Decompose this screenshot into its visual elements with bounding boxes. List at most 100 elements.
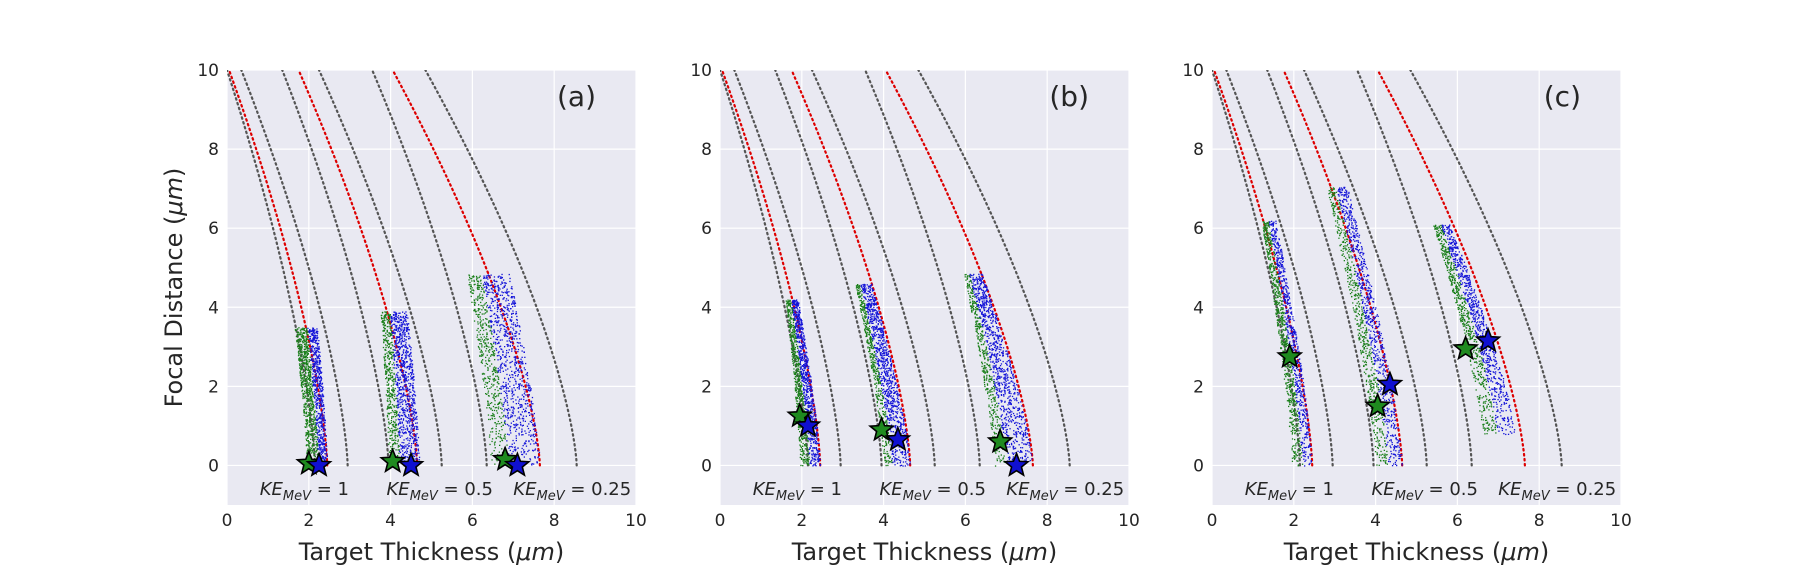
scatter-point	[399, 411, 401, 414]
scatter-point	[515, 381, 517, 383]
scatter-point	[791, 335, 794, 337]
scatter-point	[494, 389, 496, 391]
scatter-point	[386, 376, 388, 378]
scatter-point	[490, 297, 492, 300]
scatter-point	[792, 342, 795, 344]
scatter-point	[317, 369, 319, 372]
scatter-point	[501, 291, 503, 293]
scatter-point	[307, 448, 309, 450]
scatter-point	[525, 443, 527, 445]
scatter-point	[388, 369, 391, 371]
scatter-point	[817, 457, 819, 459]
scatter-point	[519, 418, 521, 420]
scatter-point	[300, 368, 302, 370]
scatter-point	[511, 341, 514, 344]
scatter-point	[476, 287, 478, 289]
scatter-point	[495, 430, 497, 433]
scatter-point	[412, 400, 414, 402]
scatter-point	[478, 331, 480, 333]
scatter-point	[479, 322, 481, 324]
scatter-point	[482, 284, 484, 286]
scatter-point	[490, 408, 492, 410]
scatter-point	[515, 332, 517, 334]
scatter-point	[495, 347, 497, 350]
scatter-point	[801, 393, 803, 395]
scatter-point	[299, 350, 302, 352]
scatter-point	[494, 447, 496, 449]
scatter-point	[309, 375, 312, 377]
scatter-point	[297, 345, 300, 347]
scatter-point	[497, 402, 500, 404]
scatter-point	[301, 386, 304, 389]
scatter-point	[315, 396, 317, 398]
scatter-point	[321, 458, 323, 460]
scatter-point	[494, 441, 496, 443]
scatter-point	[387, 426, 389, 429]
scatter-point	[386, 329, 388, 331]
scatter-point	[789, 310, 791, 312]
scatter-point	[308, 441, 310, 443]
scatter-point	[471, 276, 473, 278]
scatter-point	[309, 442, 312, 444]
scatter-point	[320, 417, 323, 419]
scatter-point	[298, 347, 301, 349]
scatter-point	[804, 398, 806, 400]
scatter-point	[788, 316, 790, 318]
scatter-point	[310, 388, 313, 390]
scatter-point	[817, 453, 819, 455]
scatter-point	[385, 378, 387, 380]
scatter-point	[306, 433, 308, 435]
scatter-point	[504, 385, 506, 388]
scatter-point	[397, 414, 400, 416]
scatter-point	[477, 296, 479, 298]
scatter-point	[391, 341, 393, 343]
scatter-point	[497, 293, 499, 295]
scatter-point	[515, 361, 517, 363]
scatter-point	[391, 315, 393, 318]
scatter-point	[492, 352, 495, 354]
scatter-point	[396, 345, 398, 347]
scatter-point	[305, 419, 307, 421]
scatter-point	[400, 315, 402, 318]
scatter-point	[386, 395, 388, 397]
scatter-point	[394, 367, 396, 369]
scatter-point	[298, 339, 300, 341]
scatter-point	[409, 366, 411, 368]
scatter-point	[501, 308, 503, 310]
scatter-point	[402, 334, 404, 336]
y-axis-label: Focal Distance (μm)	[160, 168, 188, 408]
scatter-point	[491, 350, 494, 353]
scatter-point	[798, 394, 800, 397]
scatter-point	[406, 324, 408, 326]
scatter-point	[495, 368, 497, 370]
scatter-point	[398, 450, 401, 452]
scatter-point	[511, 297, 513, 299]
scatter-point	[518, 363, 520, 365]
scatter-point	[810, 460, 812, 462]
scatter-point	[480, 301, 482, 304]
ke-annotation: KEMeV = 1	[260, 479, 349, 504]
scatter-point	[813, 436, 815, 438]
scatter-point	[523, 451, 525, 453]
scatter-point	[302, 357, 304, 360]
scatter-point	[400, 342, 402, 344]
scatter-point	[314, 411, 316, 413]
scatter-point	[505, 384, 507, 386]
scatter-point	[315, 406, 317, 408]
scatter-point	[806, 363, 808, 366]
scatter-point	[797, 333, 800, 336]
scatter-point	[310, 399, 312, 402]
scatter-point	[519, 404, 521, 406]
scatter-point	[312, 384, 314, 386]
scatter-point	[518, 416, 520, 418]
scatter-point	[319, 434, 321, 436]
scatter-point	[529, 458, 531, 460]
scatter-point	[525, 362, 527, 365]
scatter-point	[313, 448, 315, 450]
scatter-point	[816, 448, 818, 450]
scatter-point	[515, 348, 517, 350]
scatter-point	[403, 442, 405, 444]
scatter-point	[404, 345, 406, 347]
scatter-point	[400, 343, 402, 345]
scatter-point	[521, 384, 523, 386]
